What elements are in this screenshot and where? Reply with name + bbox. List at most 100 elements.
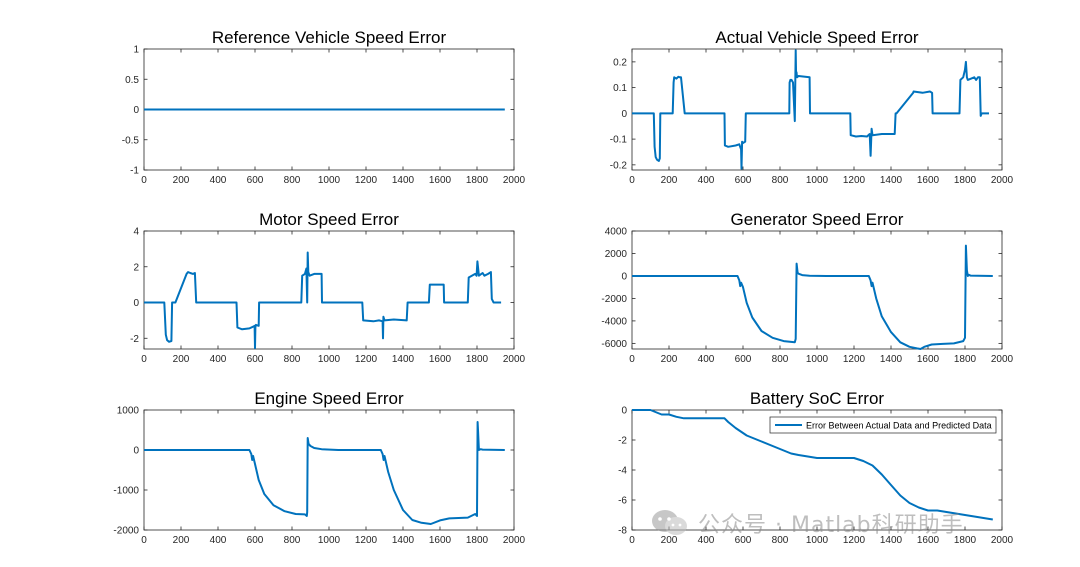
x-tick-label: 2000 bbox=[991, 175, 1014, 186]
chart-title: Reference Vehicle Speed Error bbox=[212, 28, 447, 47]
series-line bbox=[632, 409, 993, 521]
x-tick-label: 1000 bbox=[318, 175, 341, 186]
x-tick-label: 400 bbox=[698, 175, 715, 186]
y-tick-label: 0.1 bbox=[613, 83, 627, 94]
y-tick-label: -2 bbox=[130, 334, 139, 345]
x-tick-label: 200 bbox=[661, 535, 678, 546]
x-tick-label: 600 bbox=[247, 354, 264, 365]
y-tick-label: 0 bbox=[621, 109, 627, 120]
x-tick-label: 0 bbox=[141, 354, 147, 365]
y-tick-label: -0.5 bbox=[122, 135, 140, 146]
y-tick-label: 4000 bbox=[605, 227, 628, 238]
x-tick-label: 200 bbox=[173, 354, 190, 365]
x-tick-label: 1200 bbox=[355, 175, 378, 186]
x-tick-label: 600 bbox=[247, 175, 264, 186]
x-tick-label: 0 bbox=[141, 175, 147, 186]
x-tick-label: 1400 bbox=[392, 175, 415, 186]
series-line bbox=[144, 421, 505, 525]
x-tick-label: 1400 bbox=[880, 535, 903, 546]
x-tick-label: 1800 bbox=[466, 354, 489, 365]
y-tick-label: 0 bbox=[621, 406, 627, 417]
chart-title: Motor Speed Error bbox=[259, 210, 399, 229]
y-tick-label: -2 bbox=[618, 436, 627, 447]
x-tick-label: 2000 bbox=[991, 354, 1014, 365]
y-tick-label: 0.5 bbox=[125, 75, 139, 86]
x-tick-label: 200 bbox=[661, 354, 678, 365]
legend-box bbox=[769, 416, 997, 434]
x-tick-label: 1800 bbox=[954, 175, 977, 186]
x-tick-label: 1200 bbox=[843, 535, 866, 546]
x-tick-label: 1400 bbox=[880, 354, 903, 365]
x-tick-label: 600 bbox=[247, 535, 264, 546]
x-tick-label: 1800 bbox=[954, 535, 977, 546]
plot-area bbox=[143, 230, 515, 350]
x-tick-label: 400 bbox=[698, 535, 715, 546]
x-tick-label: 1000 bbox=[806, 175, 829, 186]
x-tick-label: 1000 bbox=[318, 535, 341, 546]
x-tick-label: 1400 bbox=[392, 535, 415, 546]
x-tick-label: 1800 bbox=[954, 354, 977, 365]
series-line bbox=[144, 251, 502, 350]
x-tick-label: 1600 bbox=[429, 354, 452, 365]
x-tick-label: 2000 bbox=[503, 535, 526, 546]
x-tick-label: 1400 bbox=[880, 175, 903, 186]
x-tick-label: 1800 bbox=[466, 175, 489, 186]
y-tick-label: 0 bbox=[133, 446, 139, 457]
chart-1: Reference Vehicle Speed Error 0 200 400 600 8… bbox=[122, 28, 526, 186]
plot-area bbox=[143, 409, 515, 531]
chart-title: Engine Speed Error bbox=[254, 389, 404, 408]
y-tick-label: -0.2 bbox=[610, 160, 628, 171]
legend: Error Between Actual Data and Predicted … bbox=[769, 416, 997, 434]
x-tick-label: 1000 bbox=[806, 354, 829, 365]
wechat-icon bbox=[652, 510, 687, 535]
x-tick-label: 400 bbox=[210, 535, 227, 546]
chart-5: Engine Speed Error 0 200 400 600 800 1000 1200 1… bbox=[113, 389, 525, 546]
series-line bbox=[632, 49, 989, 170]
plot-area bbox=[631, 230, 1003, 350]
x-tick-label: 1400 bbox=[392, 354, 415, 365]
x-tick-label: 1600 bbox=[917, 354, 940, 365]
x-tick-label: 600 bbox=[735, 175, 752, 186]
x-tick-label: 1000 bbox=[318, 354, 341, 365]
y-tick-label: -6000 bbox=[601, 339, 627, 350]
x-tick-label: 1000 bbox=[806, 535, 829, 546]
y-tick-label: -4000 bbox=[601, 316, 627, 327]
x-tick-label: 2000 bbox=[503, 175, 526, 186]
y-tick-label: 1 bbox=[133, 45, 139, 56]
x-tick-label: 200 bbox=[661, 175, 678, 186]
x-tick-label: 400 bbox=[210, 175, 227, 186]
x-tick-label: 600 bbox=[735, 535, 752, 546]
y-tick-label: -2000 bbox=[601, 294, 627, 305]
x-tick-label: 800 bbox=[284, 535, 301, 546]
y-tick-label: 4 bbox=[133, 227, 139, 238]
y-tick-label: -2000 bbox=[113, 526, 139, 537]
chart-4: Generator Speed Error 0 200 400 600 800 1000 12… bbox=[601, 210, 1013, 365]
y-tick-label: 0 bbox=[133, 298, 139, 309]
watermark: 公众号 · Matlab科研助手 bbox=[650, 505, 964, 541]
x-tick-label: 0 bbox=[141, 535, 147, 546]
y-tick-label: -6 bbox=[618, 496, 627, 507]
x-tick-label: 1200 bbox=[355, 535, 378, 546]
x-tick-label: 400 bbox=[698, 354, 715, 365]
x-tick-label: 0 bbox=[629, 175, 635, 186]
x-tick-label: 800 bbox=[772, 535, 789, 546]
x-tick-label: 200 bbox=[173, 175, 190, 186]
x-tick-label: 1200 bbox=[843, 175, 866, 186]
watermark-text: 公众号 · Matlab科研助手 bbox=[698, 513, 964, 538]
x-tick-label: 1200 bbox=[355, 354, 378, 365]
y-tick-label: 0.2 bbox=[613, 57, 627, 68]
x-tick-label: 400 bbox=[210, 354, 227, 365]
x-tick-label: 1600 bbox=[429, 535, 452, 546]
x-tick-label: 800 bbox=[772, 175, 789, 186]
chart-6: Battery SoC Error 0 200 400 600 800 1000 1200 14… bbox=[618, 389, 1013, 546]
x-tick-label: 1200 bbox=[843, 354, 866, 365]
y-tick-label: 0 bbox=[133, 105, 139, 116]
chart-3: Motor Speed Error 0 200 400 600 800 1000 1200 14… bbox=[130, 210, 525, 365]
x-tick-label: 200 bbox=[173, 535, 190, 546]
x-tick-label: 600 bbox=[735, 354, 752, 365]
plot-area bbox=[631, 48, 1003, 171]
legend-label: Error Between Actual Data and Predicted … bbox=[806, 421, 992, 431]
y-tick-label: -1 bbox=[130, 166, 139, 177]
y-tick-label: 2000 bbox=[605, 249, 628, 260]
